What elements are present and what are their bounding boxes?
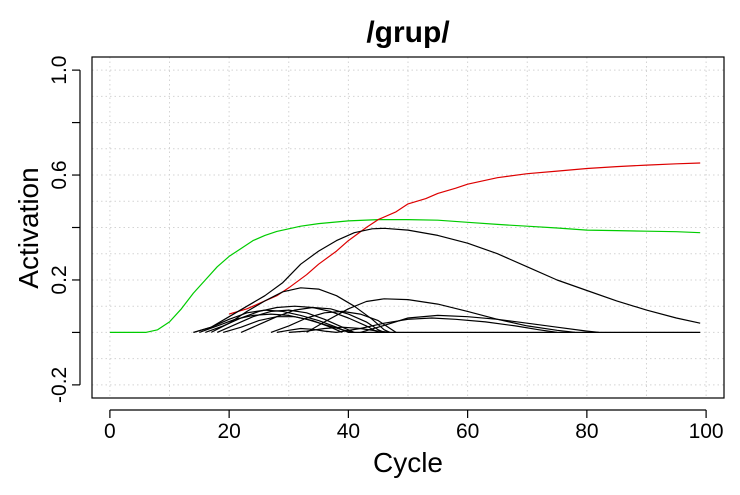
y-tick-label: 0.2 xyxy=(48,265,71,294)
series-line-10 xyxy=(270,310,397,333)
y-tick-label: -0.2 xyxy=(48,367,71,403)
chart-title: /grup/ xyxy=(366,16,450,49)
y-axis-label: Activation xyxy=(13,167,44,288)
x-tick-label: 40 xyxy=(337,420,360,443)
series-line-12 xyxy=(288,326,391,333)
series-line-15 xyxy=(276,327,337,333)
x-axis: 0 20 40 60 80 100 xyxy=(104,409,724,443)
x-axis-label: Cycle xyxy=(373,447,443,478)
series-line-7 xyxy=(216,309,355,333)
y-tick-label: 1.0 xyxy=(48,56,71,85)
series-line-2 xyxy=(193,227,701,333)
series-line-14 xyxy=(336,317,558,333)
series-line-11 xyxy=(306,298,575,333)
plot-frame xyxy=(91,56,725,399)
grid xyxy=(92,57,724,398)
x-tick-label: 20 xyxy=(217,420,240,443)
series-line-4 xyxy=(199,313,355,333)
series-line-1 xyxy=(228,162,701,315)
x-tick-label: 100 xyxy=(689,420,724,443)
series-layer xyxy=(109,162,701,333)
series-line-5 xyxy=(205,305,379,333)
x-tick-label: 0 xyxy=(104,420,116,443)
y-axis: -0.2 0.2 0.6 1.0 xyxy=(48,56,81,403)
series-line-6 xyxy=(210,287,391,333)
series-line-8 xyxy=(223,316,343,333)
series-line-3 xyxy=(193,309,701,333)
y-tick-label: 0.6 xyxy=(48,160,71,189)
x-tick-label: 80 xyxy=(575,420,598,443)
x-tick-label: 60 xyxy=(456,420,479,443)
series-line-13 xyxy=(360,314,599,333)
series-line-0 xyxy=(109,219,701,333)
